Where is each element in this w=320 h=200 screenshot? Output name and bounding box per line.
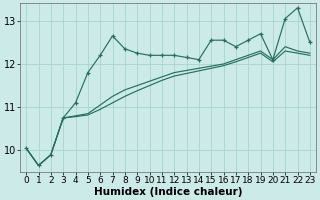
X-axis label: Humidex (Indice chaleur): Humidex (Indice chaleur) <box>94 187 242 197</box>
